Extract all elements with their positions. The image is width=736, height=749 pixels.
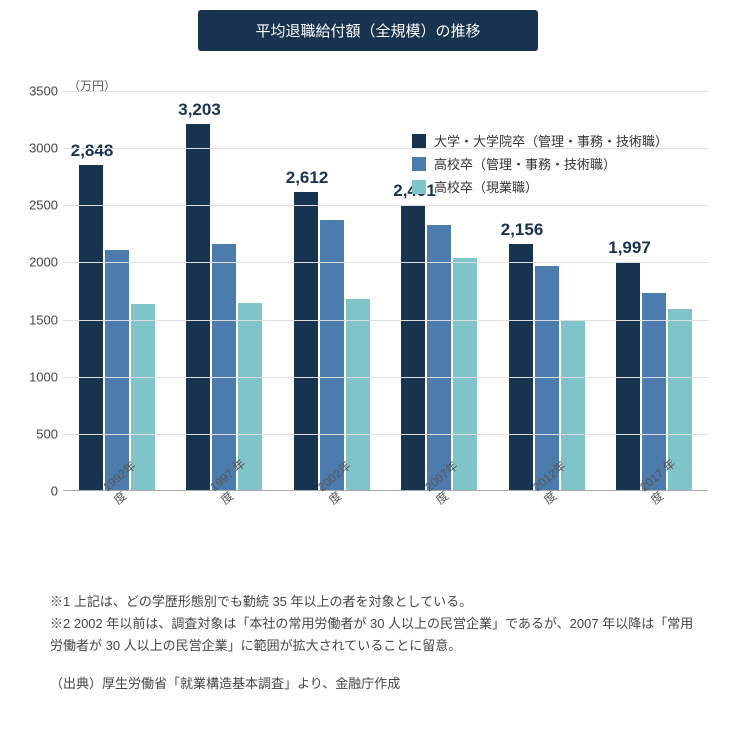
grid-line <box>63 377 708 378</box>
footnote-line: ※2 2002 年以前は、調査対象は「本社の常用労働者が 30 人以上の民営企業… <box>50 613 696 657</box>
legend-swatch <box>412 134 426 148</box>
grid-line <box>63 205 708 206</box>
grid-line <box>63 91 708 92</box>
bar-value-label: 2,612 <box>286 168 329 188</box>
y-tick-label: 3500 <box>18 84 58 99</box>
bar <box>427 225 451 490</box>
footnote-line: ※1 上記は、どの学歴形態別でも勤続 35 年以上の者を対象としている。 <box>50 591 696 613</box>
bar: 3,203 <box>186 124 210 490</box>
y-tick-label: 3000 <box>18 141 58 156</box>
chart-title: 平均退職給付額（全規模）の推移 <box>255 23 480 40</box>
bar-value-label: 2,848 <box>71 141 114 161</box>
legend-label: 高校卒（現業職） <box>434 177 538 196</box>
legend-swatch <box>412 157 426 171</box>
bar-group: 2,848 <box>79 165 155 490</box>
bar: 2,156 <box>509 244 533 490</box>
bar: 2,491 <box>401 205 425 490</box>
bar <box>105 250 129 490</box>
bar-group: 3,203 <box>186 124 262 490</box>
y-tick-label: 2000 <box>18 255 58 270</box>
grid-line <box>63 434 708 435</box>
y-tick-label: 1500 <box>18 312 58 327</box>
bar <box>212 244 236 490</box>
legend-item: 高校卒（現業職） <box>412 177 668 196</box>
legend-label: 大学・大学院卒（管理・事務・技術職） <box>434 131 668 150</box>
bar <box>320 220 344 490</box>
grid-line <box>63 262 708 263</box>
source-text: （出典）厚生労働省「就業構造基本調査」より、金融庁作成 <box>50 673 696 692</box>
bar-value-label: 2,156 <box>501 220 544 240</box>
grid-line <box>63 320 708 321</box>
x-axis-labels: 1992年度1997 年度2002年度2007年度2012年度2017 年度 <box>63 496 708 530</box>
bar: 2,848 <box>79 165 103 490</box>
bar-value-label: 3,203 <box>178 100 221 120</box>
bar: 2,612 <box>294 192 318 491</box>
bar <box>535 266 559 490</box>
bar-group: 2,491 <box>401 205 477 490</box>
y-tick-label: 2500 <box>18 198 58 213</box>
legend-swatch <box>412 180 426 194</box>
footnotes: ※1 上記は、どの学歴形態別でも勤続 35 年以上の者を対象としている。※2 2… <box>50 591 696 657</box>
chart-title-banner: 平均退職給付額（全規模）の推移 <box>198 10 538 51</box>
bar-group: 2,156 <box>509 244 585 490</box>
y-tick-label: 1000 <box>18 369 58 384</box>
legend-label: 高校卒（管理・事務・技術職） <box>434 154 616 173</box>
y-tick-label: 0 <box>18 484 58 499</box>
legend-item: 高校卒（管理・事務・技術職） <box>412 154 668 173</box>
bar-value-label: 1,997 <box>608 238 651 258</box>
legend: 大学・大学院卒（管理・事務・技術職） 高校卒（管理・事務・技術職） 高校卒（現業職） <box>412 131 668 200</box>
bar-group: 2,612 <box>294 192 370 491</box>
legend-item: 大学・大学院卒（管理・事務・技術職） <box>412 131 668 150</box>
y-tick-label: 500 <box>18 426 58 441</box>
chart-area: （万円） 2,8483,2032,6122,4912,1561,997 0500… <box>8 71 728 571</box>
